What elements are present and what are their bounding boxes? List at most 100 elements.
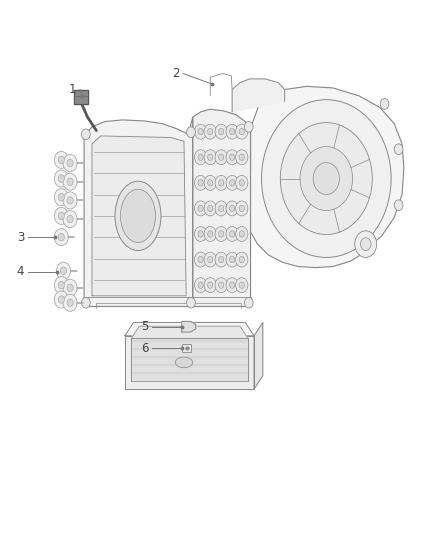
- Circle shape: [230, 154, 235, 160]
- Circle shape: [300, 147, 353, 211]
- Circle shape: [215, 150, 227, 165]
- Circle shape: [58, 193, 64, 201]
- Circle shape: [198, 205, 203, 212]
- Circle shape: [239, 231, 244, 237]
- Circle shape: [226, 227, 238, 241]
- Circle shape: [230, 282, 235, 288]
- Circle shape: [63, 211, 77, 228]
- Circle shape: [198, 231, 203, 237]
- Circle shape: [230, 256, 235, 263]
- Circle shape: [67, 299, 73, 306]
- Circle shape: [239, 205, 244, 212]
- Ellipse shape: [115, 181, 161, 251]
- Circle shape: [57, 262, 71, 279]
- Circle shape: [204, 278, 216, 293]
- Circle shape: [54, 291, 68, 308]
- Circle shape: [360, 238, 371, 251]
- Circle shape: [67, 215, 73, 223]
- Circle shape: [58, 156, 64, 164]
- Polygon shape: [125, 322, 254, 336]
- Circle shape: [226, 252, 238, 267]
- Text: 5: 5: [141, 320, 149, 333]
- Circle shape: [230, 205, 235, 212]
- Circle shape: [261, 100, 391, 257]
- Circle shape: [313, 163, 339, 195]
- Circle shape: [204, 175, 216, 190]
- Circle shape: [215, 175, 227, 190]
- Circle shape: [58, 281, 64, 289]
- Polygon shape: [125, 336, 254, 389]
- Circle shape: [239, 154, 244, 160]
- Circle shape: [63, 173, 77, 190]
- Circle shape: [380, 99, 389, 109]
- Circle shape: [58, 212, 64, 220]
- Circle shape: [208, 231, 213, 237]
- Circle shape: [239, 282, 244, 288]
- Circle shape: [58, 175, 64, 182]
- Circle shape: [63, 294, 77, 311]
- Circle shape: [54, 151, 68, 168]
- Ellipse shape: [175, 357, 193, 368]
- Circle shape: [215, 227, 227, 241]
- Circle shape: [54, 229, 68, 246]
- FancyBboxPatch shape: [182, 344, 191, 352]
- Circle shape: [63, 192, 77, 209]
- Circle shape: [215, 124, 227, 139]
- Polygon shape: [247, 86, 404, 268]
- Circle shape: [244, 297, 253, 308]
- Circle shape: [230, 128, 235, 135]
- Circle shape: [58, 233, 64, 241]
- Circle shape: [54, 189, 68, 206]
- Circle shape: [208, 205, 213, 212]
- Circle shape: [187, 297, 195, 308]
- Polygon shape: [92, 136, 186, 296]
- Circle shape: [219, 128, 224, 135]
- Circle shape: [236, 150, 248, 165]
- Circle shape: [219, 231, 224, 237]
- Polygon shape: [131, 338, 248, 381]
- Circle shape: [67, 284, 73, 292]
- Circle shape: [194, 175, 207, 190]
- Circle shape: [208, 154, 213, 160]
- Circle shape: [215, 252, 227, 267]
- Circle shape: [230, 180, 235, 186]
- Text: 4: 4: [17, 265, 24, 278]
- Circle shape: [54, 207, 68, 224]
- Circle shape: [219, 154, 224, 160]
- Ellipse shape: [120, 189, 155, 243]
- Polygon shape: [131, 326, 248, 338]
- Circle shape: [236, 278, 248, 293]
- Circle shape: [58, 296, 64, 303]
- Circle shape: [81, 129, 90, 140]
- Circle shape: [244, 122, 253, 132]
- Circle shape: [81, 297, 90, 308]
- Circle shape: [208, 282, 213, 288]
- Circle shape: [194, 227, 207, 241]
- Circle shape: [198, 154, 203, 160]
- Circle shape: [194, 124, 207, 139]
- Circle shape: [394, 144, 403, 155]
- Circle shape: [194, 278, 207, 293]
- Circle shape: [194, 150, 207, 165]
- Circle shape: [236, 227, 248, 241]
- Text: 3: 3: [17, 231, 24, 244]
- Circle shape: [204, 252, 216, 267]
- Circle shape: [194, 252, 207, 267]
- Circle shape: [226, 201, 238, 216]
- Circle shape: [204, 227, 216, 241]
- Circle shape: [198, 256, 203, 263]
- Circle shape: [394, 200, 403, 211]
- Circle shape: [226, 150, 238, 165]
- Circle shape: [219, 256, 224, 263]
- Circle shape: [230, 231, 235, 237]
- Circle shape: [204, 201, 216, 216]
- Circle shape: [236, 201, 248, 216]
- Circle shape: [54, 170, 68, 187]
- Polygon shape: [84, 117, 193, 306]
- Circle shape: [198, 180, 203, 186]
- Circle shape: [204, 150, 216, 165]
- Circle shape: [236, 252, 248, 267]
- Circle shape: [208, 256, 213, 263]
- Polygon shape: [74, 90, 88, 104]
- Circle shape: [208, 180, 213, 186]
